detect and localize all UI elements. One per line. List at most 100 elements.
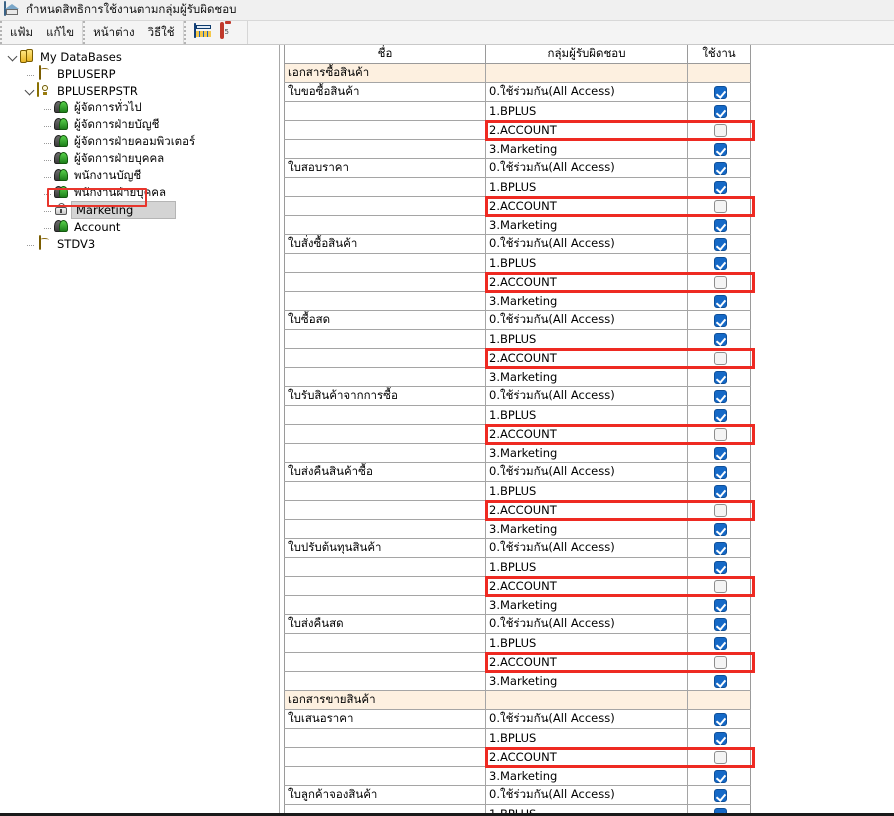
- table-row[interactable]: ใบขอซื้อสินค้า 0.ใช้ร่วมกัน(All Access): [284, 82, 751, 102]
- table-row[interactable]: 2.ACCOUNT: [284, 120, 751, 140]
- cell-active[interactable]: [687, 386, 751, 406]
- table-row[interactable]: 2.ACCOUNT: [284, 576, 751, 596]
- checkbox-checked[interactable]: [714, 314, 727, 327]
- checkbox-checked[interactable]: [714, 808, 727, 816]
- tree-node-stdv3[interactable]: STDV3: [0, 234, 279, 252]
- checkbox-checked[interactable]: [714, 86, 727, 99]
- tree-node-ผู้จัดการทั่วไป[interactable]: ผู้จัดการทั่วไป: [0, 99, 279, 116]
- table-row[interactable]: 1.BPLUS: [284, 253, 751, 273]
- table-row[interactable]: 1.BPLUS: [284, 557, 751, 577]
- table-row[interactable]: ใบส่งคืนสด 0.ใช้ร่วมกัน(All Access): [284, 614, 751, 634]
- table-category-row[interactable]: เอกสารซื้อสินค้า: [284, 63, 751, 83]
- cell-active[interactable]: [687, 652, 751, 672]
- cell-active[interactable]: [687, 595, 751, 615]
- cell-active[interactable]: [687, 709, 751, 729]
- clipboard-calendar-icon[interactable]: 5: [219, 21, 239, 41]
- checkbox-checked[interactable]: [714, 238, 727, 251]
- checkbox-checked[interactable]: [714, 713, 727, 726]
- tree-node-bpluserpstr[interactable]: BPLUSERPSTR: [0, 81, 279, 99]
- table-row[interactable]: 1.BPLUS: [284, 728, 751, 748]
- checkbox-checked[interactable]: [714, 485, 727, 498]
- cell-active[interactable]: [687, 329, 751, 349]
- cell-active[interactable]: [687, 747, 751, 767]
- cell-active[interactable]: [687, 462, 751, 482]
- checkbox-checked[interactable]: [714, 219, 727, 232]
- tree-node-พนักงานฝ่ายบุคคล[interactable]: พนักงานฝ่ายบุคคล: [0, 184, 279, 201]
- cell-active[interactable]: [687, 196, 751, 216]
- tree-node-bpluserp[interactable]: BPLUSERP: [0, 64, 279, 82]
- table-row[interactable]: 3.Marketing: [284, 367, 751, 387]
- tree-node-my-databases[interactable]: My DataBases: [0, 48, 279, 65]
- checkbox-checked[interactable]: [714, 447, 727, 460]
- menu-edit[interactable]: แก้ไข: [46, 24, 75, 39]
- checkbox-checked[interactable]: [714, 770, 727, 783]
- cell-active[interactable]: [687, 215, 751, 235]
- table-row[interactable]: 2.ACCOUNT: [284, 348, 751, 368]
- cell-active[interactable]: [687, 120, 751, 140]
- table-row[interactable]: 1.BPLUS: [284, 804, 751, 816]
- cell-active[interactable]: [687, 177, 751, 197]
- database-tree-panel[interactable]: My DataBases BPLUSERP BPLUSERPSTR ผู้จัดการ…: [0, 45, 280, 816]
- checkbox-unchecked[interactable]: [714, 580, 727, 593]
- menu-help[interactable]: วิธีใช้: [147, 24, 175, 39]
- menu-window[interactable]: หน้าต่าง: [93, 24, 135, 39]
- checkbox-checked[interactable]: [714, 466, 727, 479]
- cell-active[interactable]: [687, 519, 751, 539]
- table-row[interactable]: 1.BPLUS: [284, 329, 751, 349]
- table-row[interactable]: 2.ACCOUNT: [284, 747, 751, 767]
- checkbox-unchecked[interactable]: [714, 504, 727, 517]
- column-header-active[interactable]: ใช้งาน: [687, 45, 751, 64]
- table-row[interactable]: 3.Marketing: [284, 215, 751, 235]
- cell-active[interactable]: [687, 443, 751, 463]
- permissions-grid-panel[interactable]: ชื่อ กลุ่มผู้รับผิดชอบ ใช้งาน เอกสารซื้อ…: [280, 45, 894, 816]
- table-row[interactable]: 2.ACCOUNT: [284, 424, 751, 444]
- table-row[interactable]: 2.ACCOUNT: [284, 196, 751, 216]
- table-row[interactable]: ใบปรับต้นทุนสินค้า 0.ใช้ร่วมกัน(All Acces…: [284, 538, 751, 558]
- checkbox-checked[interactable]: [714, 295, 727, 308]
- checkbox-checked[interactable]: [714, 599, 727, 612]
- table-row[interactable]: 3.Marketing: [284, 443, 751, 463]
- checkbox-unchecked[interactable]: [714, 428, 727, 441]
- chevron-down-icon[interactable]: [6, 50, 19, 63]
- cell-active[interactable]: [687, 310, 751, 330]
- checkbox-unchecked[interactable]: [714, 751, 727, 764]
- checkbox-unchecked[interactable]: [714, 276, 727, 289]
- cell-active[interactable]: [687, 291, 751, 311]
- cell-active[interactable]: [687, 82, 751, 102]
- table-row[interactable]: 2.ACCOUNT: [284, 500, 751, 520]
- table-row[interactable]: 3.Marketing: [284, 671, 751, 691]
- table-row[interactable]: ใบสั่งซื้อสินค้า 0.ใช้ร่วมกัน(All Access): [284, 234, 751, 254]
- cell-active[interactable]: [687, 614, 751, 634]
- cell-active[interactable]: [687, 557, 751, 577]
- checkbox-checked[interactable]: [714, 181, 727, 194]
- checkbox-unchecked[interactable]: [714, 124, 727, 137]
- table-row[interactable]: 3.Marketing: [284, 291, 751, 311]
- cell-active[interactable]: [687, 576, 751, 596]
- checkbox-unchecked[interactable]: [714, 200, 727, 213]
- table-row[interactable]: 3.Marketing: [284, 595, 751, 615]
- checkbox-checked[interactable]: [714, 675, 727, 688]
- cell-active[interactable]: [687, 804, 751, 816]
- table-row[interactable]: ใบสอบราคา 0.ใช้ร่วมกัน(All Access): [284, 158, 751, 178]
- checkbox-checked[interactable]: [714, 143, 727, 156]
- table-row[interactable]: 1.BPLUS: [284, 633, 751, 653]
- cell-active[interactable]: [687, 139, 751, 159]
- cell-active[interactable]: [687, 234, 751, 254]
- tree-node-ผู้จัดการฝ่ายบุคคล[interactable]: ผู้จัดการฝ่ายบุคคล: [0, 150, 279, 167]
- table-row[interactable]: 1.BPLUS: [284, 177, 751, 197]
- calculator-icon[interactable]: [193, 23, 213, 41]
- cell-active[interactable]: [687, 405, 751, 425]
- checkbox-checked[interactable]: [714, 789, 727, 802]
- table-row[interactable]: 2.ACCOUNT: [284, 652, 751, 672]
- checkbox-checked[interactable]: [714, 390, 727, 403]
- cell-active[interactable]: [687, 785, 751, 805]
- table-row[interactable]: 3.Marketing: [284, 519, 751, 539]
- menu-file[interactable]: แฟ้ม: [10, 24, 34, 39]
- checkbox-checked[interactable]: [714, 409, 727, 422]
- table-row[interactable]: 1.BPLUS: [284, 101, 751, 121]
- cell-active[interactable]: [687, 158, 751, 178]
- table-row[interactable]: 3.Marketing: [284, 766, 751, 786]
- table-row[interactable]: ใบเสนอราคา 0.ใช้ร่วมกัน(All Access): [284, 709, 751, 729]
- table-category-row[interactable]: เอกสารขายสินค้า: [284, 690, 751, 710]
- tree-node-ผู้จัดการฝ่ายคอมพิวเตอร์[interactable]: ผู้จัดการฝ่ายคอมพิวเตอร์: [0, 133, 279, 150]
